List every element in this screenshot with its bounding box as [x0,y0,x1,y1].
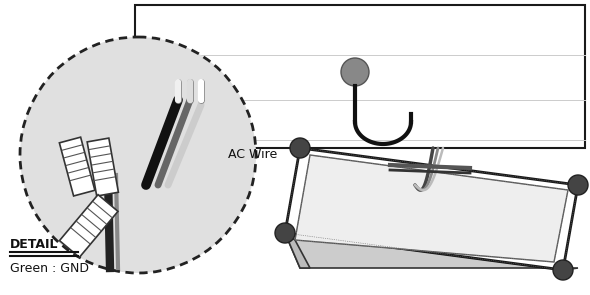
Ellipse shape [20,37,256,273]
Circle shape [275,223,295,243]
Circle shape [568,175,588,195]
Polygon shape [60,195,118,257]
Circle shape [341,58,369,86]
Polygon shape [60,137,95,196]
Polygon shape [285,233,310,268]
Polygon shape [285,233,578,270]
Text: AC Wire: AC Wire [228,148,277,161]
Text: Green : GND: Green : GND [10,262,89,275]
Circle shape [290,138,310,158]
Text: DETAIL: DETAIL [10,238,58,251]
Bar [135,5,585,148]
Circle shape [553,260,573,280]
Polygon shape [295,155,568,262]
Polygon shape [87,138,119,196]
Polygon shape [285,148,578,270]
